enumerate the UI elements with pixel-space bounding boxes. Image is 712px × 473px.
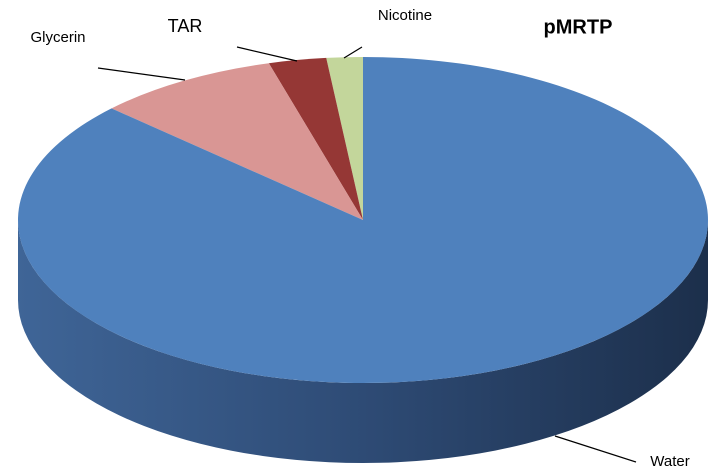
slice: [268, 57, 363, 220]
chart-title: pMRTP: [544, 16, 613, 38]
slice-label: TAR: [168, 16, 203, 36]
leader-line: [236, 46, 298, 62]
slice-label: Glycerin: [30, 29, 85, 46]
slice-label: Water: [650, 453, 689, 470]
slice-label: Nicotine: [378, 7, 432, 24]
slice: [18, 57, 709, 383]
leader-line: [97, 67, 186, 81]
leader-line: [554, 435, 637, 463]
slice-side: [18, 220, 708, 463]
leader-line: [343, 46, 363, 59]
slice: [111, 63, 363, 221]
slice: [326, 57, 363, 220]
